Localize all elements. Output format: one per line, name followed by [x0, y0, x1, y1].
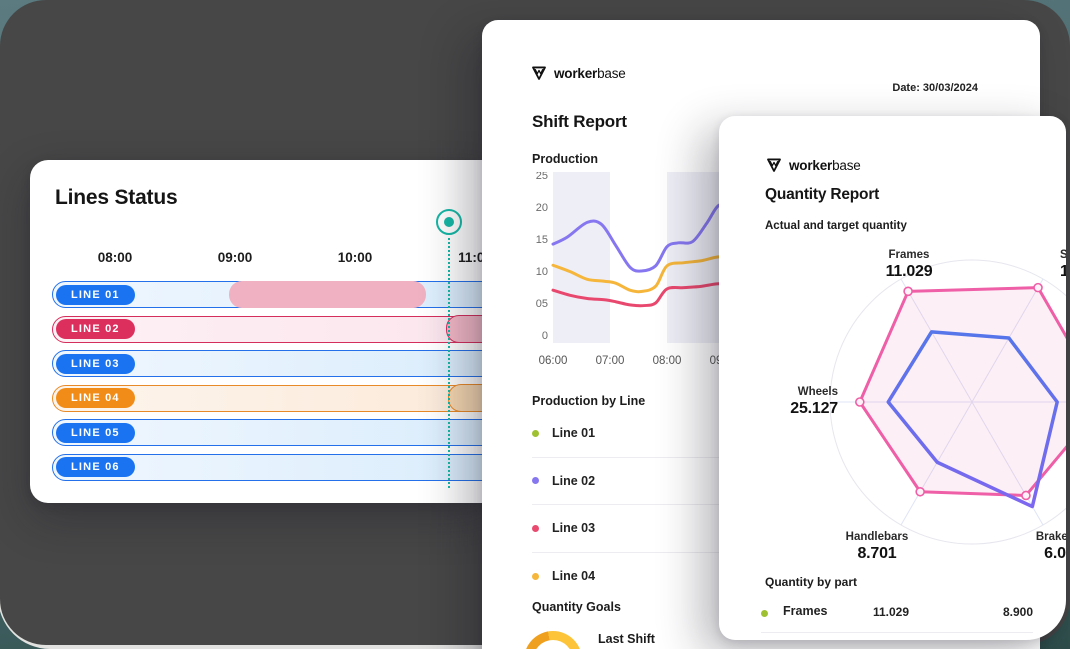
radar-series-target: [858, 286, 1066, 497]
radar-chart: [829, 259, 1066, 545]
report-date: Date: 30/03/2024: [892, 82, 978, 94]
gauge-label: Last Shift: [598, 632, 655, 646]
workerbase-logo: workerbase: [530, 64, 626, 82]
y-tick: 0: [542, 330, 548, 342]
gantt-bar: [228, 281, 426, 308]
quantity-goals-heading: Quantity Goals: [532, 600, 621, 614]
workerbase-logo-text: workerbase: [554, 65, 626, 81]
radar-vertex-marker: [855, 397, 865, 407]
axis-name: Handlebars: [845, 531, 909, 543]
axis-value: 8.701: [857, 545, 897, 563]
radar-axis-label: Brakes 6.0: [995, 530, 1066, 564]
line-pill: LINE 03: [56, 353, 135, 374]
line-dot-icon: [532, 524, 539, 532]
line-dot-icon: [532, 572, 539, 580]
y-tick: 15: [536, 234, 548, 246]
y-tick: 20: [536, 202, 548, 214]
gantt-row: LINE 03: [52, 350, 500, 378]
axis-name: Frames: [888, 249, 930, 261]
radar-vertex-marker: [1033, 282, 1043, 293]
axis-name: Wheels: [797, 386, 838, 398]
workerbase-logo-icon: [767, 158, 781, 172]
gantt-row: LINE 01: [52, 281, 500, 308]
current-time-line: [447, 238, 450, 488]
time-label: 10:00: [337, 250, 373, 265]
current-time-marker-icon: [435, 209, 462, 235]
radar-series-actual: [886, 330, 1059, 509]
part-label: Frames: [783, 604, 828, 618]
series-yellow: [551, 255, 743, 294]
radar-vertex-marker: [915, 486, 925, 497]
shift-report-title: Shift Report: [532, 112, 627, 131]
time-label: 09:00: [217, 250, 253, 265]
x-tick: 08:00: [653, 355, 682, 367]
y-tick: 25: [536, 172, 548, 182]
line-label: Line 01: [552, 426, 596, 441]
gantt-row: LINE 05: [52, 419, 500, 447]
radar-axis-label: Handlebars 8.701: [815, 530, 939, 564]
series-purple: [551, 202, 743, 273]
time-label: 08:00: [97, 250, 133, 265]
line-pill: LINE 02: [56, 319, 135, 340]
part-target-value: 8.900: [1002, 605, 1033, 619]
table-row: Frames 11.029 8.900: [761, 596, 1033, 633]
quantity-goal-gauge: [524, 631, 582, 649]
line-label: Line 02: [552, 473, 596, 488]
production-by-line-heading: Production by Line: [532, 394, 646, 408]
quantity-by-part-heading: Quantity by part: [765, 575, 858, 589]
axis-value: 25.127: [790, 400, 838, 418]
line-pill: LINE 06: [56, 457, 135, 478]
line-dot-icon: [532, 477, 539, 485]
line-pill: LINE 04: [56, 388, 135, 409]
radar-spoke: [900, 278, 1044, 526]
axis-value: 1: [1060, 263, 1066, 281]
timeline-axis: 08:00 09:00 10:00 11:00: [30, 250, 500, 268]
radar-vertex-marker: [903, 286, 913, 297]
production-heading: Production: [532, 152, 598, 166]
radar-axis-label: Wheels 25.127: [719, 385, 838, 419]
line-label: Line 04: [552, 569, 596, 584]
workerbase-logo-text: workerbase: [789, 157, 861, 173]
lines-status-title: Lines Status: [55, 186, 178, 209]
gantt-row: LINE 04: [52, 384, 500, 413]
line-pill: LINE 05: [56, 422, 135, 443]
axis-name: Brakes: [1035, 531, 1066, 543]
line-label: Line 03: [552, 521, 596, 536]
x-tick: 06:00: [539, 355, 568, 367]
quantity-report-subtitle: Actual and target quantity: [765, 220, 907, 232]
y-tick: 10: [536, 266, 548, 278]
quantity-report-title: Quantity Report: [765, 186, 880, 203]
x-tick: 07:00: [596, 355, 625, 367]
axis-value: 11.029: [885, 263, 933, 281]
radar-axis-label: Frames 11.029: [847, 248, 971, 282]
gantt-row: LINE 02: [52, 315, 500, 344]
lines-status-card: Lines Status 08:00 09:00 10:00 11:00 LINE 0…: [30, 160, 500, 503]
line-dot-icon: [532, 429, 539, 437]
chart-band: [553, 172, 610, 343]
workerbase-logo-icon: [532, 66, 546, 80]
frames-dot-icon: [761, 610, 768, 617]
radar-vertex-marker: [1021, 490, 1031, 501]
lines-rows: LINE 01 LINE 02 LINE 03 LINE 04 LINE 05 LINE …: [52, 281, 500, 489]
axis-value: 6.0: [1044, 545, 1066, 563]
quantity-by-part-list: Frames 11.029 8.900: [761, 596, 1033, 633]
workerbase-logo: workerbase: [765, 156, 861, 174]
gantt-row: LINE 06: [52, 453, 500, 481]
series-red: [551, 282, 743, 308]
quantity-report-card: workerbase Quantity Report Actual and ta…: [719, 116, 1066, 640]
part-actual-value: 11.029: [872, 605, 910, 619]
axis-name: S: [1060, 249, 1066, 261]
line-pill: LINE 01: [56, 284, 135, 305]
y-tick: 05: [536, 298, 548, 310]
